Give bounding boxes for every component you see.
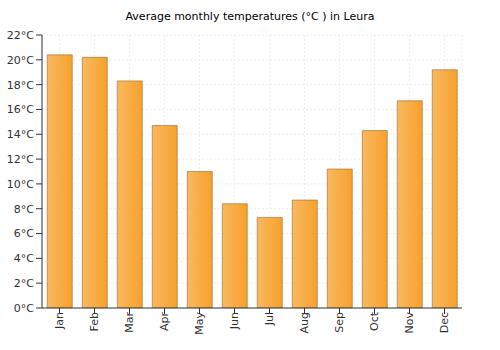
svg-text:Apr: Apr [158,312,171,332]
svg-text:4°C: 4°C [14,252,34,265]
svg-text:8°C: 8°C [14,203,34,216]
svg-text:14°C: 14°C [8,128,34,141]
svg-text:Jun: Jun [228,312,241,330]
svg-text:2°C: 2°C [14,277,34,290]
svg-text:22°C: 22°C [8,29,34,42]
svg-text:Sep: Sep [333,312,346,333]
svg-text:Dec: Dec [438,312,451,333]
svg-text:Feb: Feb [88,312,101,331]
svg-text:12°C: 12°C [8,153,34,166]
svg-text:10°C: 10°C [8,178,34,191]
html-text:Average monthly temperatures (: Average monthly temperatures (°C ) in Le… [125,10,375,23]
svg-text:Nov: Nov [403,312,416,334]
svg-text:May: May [193,312,206,335]
svg-text:18°C: 18°C [8,79,34,92]
svg-text:Aug: Aug [298,312,311,333]
svg-text:Oct: Oct [368,311,381,331]
svg-text:Jan: Jan [53,312,66,330]
svg-text:16°C: 16°C [8,103,34,116]
svg-text:6°C: 6°C [14,227,34,240]
svg-text:Jul: Jul [263,312,276,326]
svg-text:0°C: 0°C [14,302,34,315]
svg-text:20°C: 20°C [8,54,34,67]
svg-text:Mar: Mar [123,312,136,333]
